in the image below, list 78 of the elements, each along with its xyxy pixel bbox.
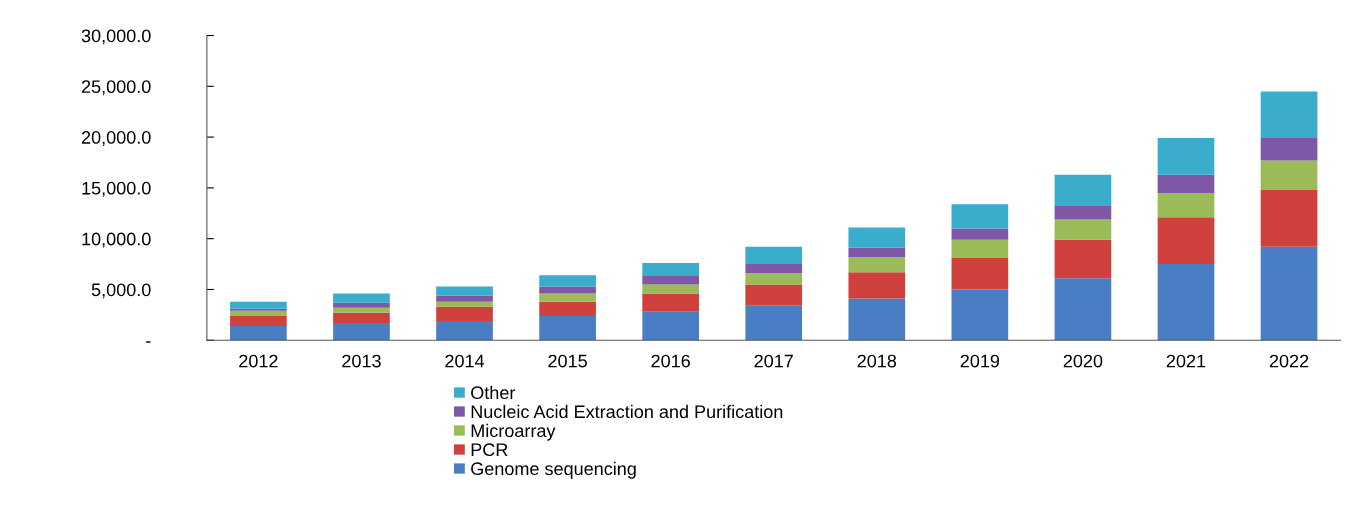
legend-label: Other: [471, 385, 516, 400]
x-tick-label: 2015: [548, 354, 587, 368]
bar: [333, 302, 390, 308]
y-tick-label: 10,000.0: [82, 232, 151, 248]
x-tick-label: 2017: [754, 354, 793, 368]
bar: [1157, 264, 1215, 341]
y-tick-label: 25,000.0: [81, 80, 151, 96]
bar: [333, 307, 390, 313]
bar: [642, 293, 700, 312]
bar: [745, 273, 803, 285]
bar: [1260, 138, 1318, 161]
bar: [1157, 217, 1215, 265]
bar: [642, 275, 700, 285]
bar: [1157, 192, 1215, 218]
x-tick-label: 2021: [1166, 354, 1206, 368]
bar: [848, 227, 906, 248]
bar: [230, 315, 287, 327]
bar: [642, 284, 700, 294]
bar: [848, 256, 906, 273]
bar: [230, 308, 287, 311]
x-tick-label: 2013: [342, 354, 381, 368]
bar: [848, 272, 906, 299]
bar: [1054, 219, 1112, 240]
bar: [436, 286, 493, 296]
bar: [1260, 189, 1318, 247]
bar: [539, 315, 596, 341]
y-tick-label: -: [146, 341, 151, 343]
bar: [642, 263, 700, 276]
bar: [951, 239, 1009, 258]
x-tick-label: 2014: [445, 354, 485, 368]
bar: [1054, 174, 1112, 206]
bar: [333, 293, 390, 303]
legend-label: Nucleic Acid Extraction and Purification: [471, 404, 783, 419]
bar: [745, 264, 803, 274]
bar: [1260, 246, 1318, 341]
bar: [848, 247, 906, 257]
bar: [539, 286, 596, 294]
legend-label: Genome sequencing: [471, 461, 636, 479]
bar: [333, 312, 390, 323]
bar: [745, 284, 803, 306]
bar: [1054, 205, 1112, 220]
bar: [539, 301, 596, 316]
bar: [1054, 278, 1112, 341]
bar: [848, 298, 906, 341]
bar: [642, 311, 700, 341]
x-tick-label: 2012: [239, 354, 278, 368]
x-tick-label: 2022: [1269, 354, 1309, 368]
bar: [436, 306, 493, 321]
bar: [951, 204, 1009, 229]
y-tick-label: 15,000.0: [82, 181, 151, 197]
bar: [436, 295, 493, 302]
bar: [333, 322, 390, 341]
x-tick-label: 2018: [857, 354, 897, 368]
bar: [745, 246, 803, 265]
bar: [1157, 174, 1215, 193]
legend-label: Microarray: [471, 423, 556, 441]
bar: [951, 228, 1009, 240]
bar: [1054, 239, 1112, 279]
y-tick-label: 5,000.0: [91, 283, 151, 299]
bar: [951, 289, 1009, 341]
bar: [1260, 91, 1318, 139]
bar: [436, 301, 493, 307]
y-tick-label: 20,000.0: [81, 131, 151, 146]
bar: [539, 275, 596, 287]
bar: [230, 326, 287, 341]
bar: [230, 301, 287, 309]
x-tick-label: 2019: [960, 354, 1000, 368]
x-tick-label: 2016: [651, 354, 690, 368]
bar: [436, 320, 493, 341]
bar: [951, 257, 1009, 290]
bar: [745, 305, 803, 341]
x-tick-label: 2020: [1063, 354, 1103, 368]
bar: [1157, 138, 1215, 175]
bar: [539, 293, 596, 302]
bar: [1260, 160, 1318, 190]
legend-label: PCR: [471, 443, 508, 457]
bar: [230, 310, 287, 316]
y-tick-label: 30,000.0: [81, 29, 151, 45]
